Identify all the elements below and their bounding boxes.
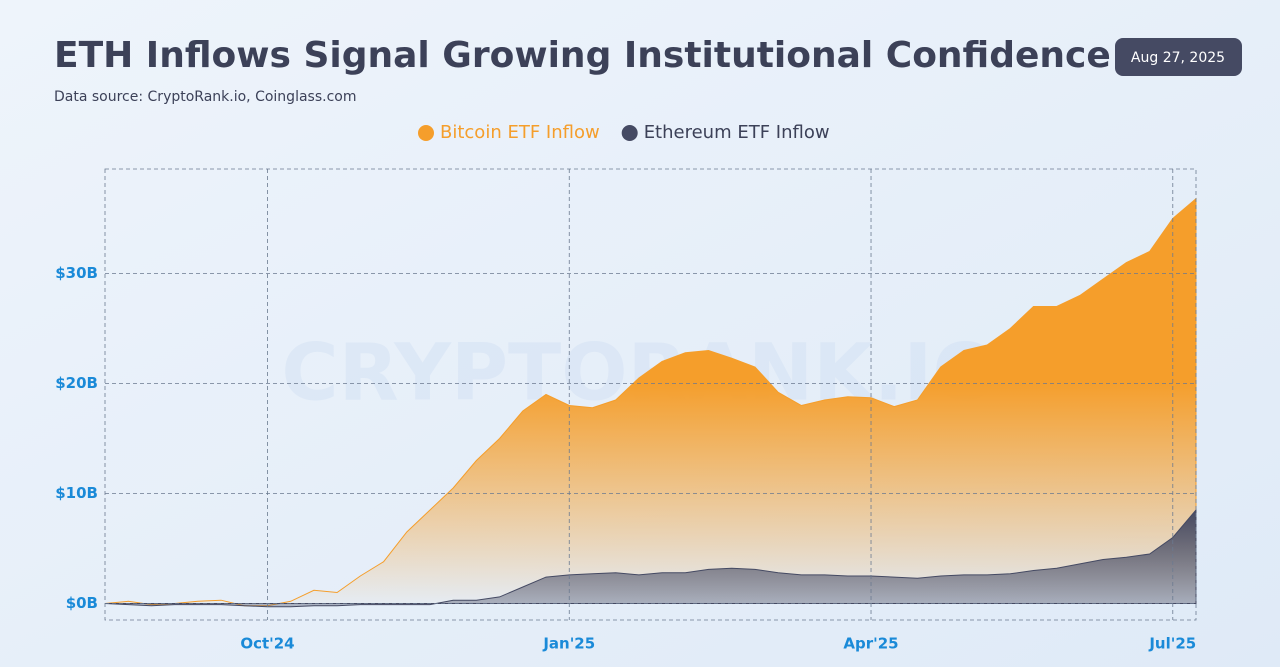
date-text: Aug 27, 2025 — [1131, 50, 1225, 66]
area — [104, 508, 1197, 608]
legend-label: Bitcoin ETF Inflow — [440, 122, 600, 143]
x-tick-label: Jul'25 — [1148, 635, 1196, 653]
legend-label: Ethereum ETF Inflow — [644, 122, 830, 143]
legend-marker — [418, 125, 434, 141]
area — [104, 197, 1197, 607]
y-tick-label: $30B — [55, 264, 98, 282]
x-tick-label: Apr'25 — [843, 635, 898, 653]
plot-frame — [104, 168, 1197, 621]
legend-marker — [621, 125, 638, 141]
x-tick-label: Oct'24 — [240, 635, 294, 653]
y-tick-label: $20B — [55, 374, 98, 392]
y-tick-label: $10B — [55, 484, 98, 502]
y-tick-label: $0B — [66, 594, 98, 612]
date-badge — [1115, 38, 1242, 76]
subtitle: Data source: CryptoRank.io, Coinglass.co… — [54, 89, 356, 105]
x-tick-label: Jan'25 — [542, 635, 595, 653]
chart-title: ETH Inflows Signal Growing Institutional… — [54, 35, 1111, 76]
